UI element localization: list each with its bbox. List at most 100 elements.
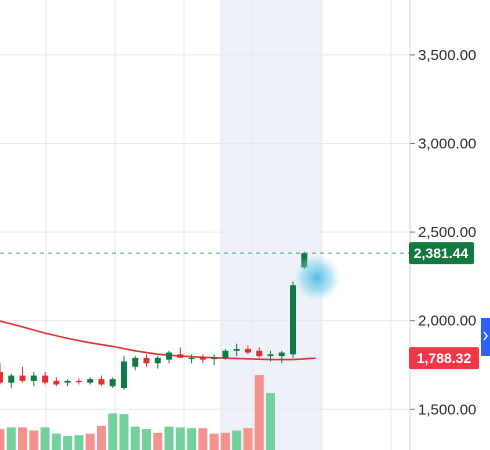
candle <box>244 345 251 355</box>
tick-label: 3,500.00 <box>418 47 476 64</box>
candle <box>143 354 150 367</box>
cursor-indicator <box>293 254 341 302</box>
tick-label: 1,500.00 <box>418 401 476 418</box>
volume-bar <box>18 427 28 450</box>
volume-bars <box>0 375 275 450</box>
candle <box>8 373 15 388</box>
candle-body <box>199 357 206 360</box>
highlight-region <box>219 0 322 450</box>
candle <box>166 350 173 364</box>
candle <box>87 377 94 385</box>
candle <box>30 372 37 387</box>
volume-bar <box>232 430 242 450</box>
volume-bar <box>85 433 95 450</box>
ma-value-tag: 1,788.32 <box>409 347 479 370</box>
candle-body <box>8 375 15 383</box>
tick-label: 2,000.00 <box>418 313 476 330</box>
volume-bar <box>51 433 61 450</box>
tick-label: 3,000.00 <box>418 136 476 153</box>
candle-body <box>132 357 139 367</box>
candle <box>256 347 263 358</box>
grid-lines <box>0 0 410 450</box>
volume-bar <box>29 430 39 450</box>
candle <box>199 354 206 364</box>
volume-bar <box>63 435 73 450</box>
candle <box>267 350 274 362</box>
candle <box>222 349 229 360</box>
volume-bar <box>254 375 264 450</box>
candle-body <box>222 350 229 358</box>
candle-body <box>120 361 127 388</box>
candle-body <box>98 379 105 385</box>
ma-value-tag-bg <box>409 347 479 370</box>
volume-bar <box>108 413 118 450</box>
candle-body <box>256 350 263 357</box>
tick-label: 2,500.00 <box>418 224 476 241</box>
candle <box>98 375 105 387</box>
candle <box>278 350 285 364</box>
volume-bar <box>0 428 5 450</box>
candle <box>0 363 3 385</box>
ma-value-label: 1,788.32 <box>417 350 472 366</box>
candle-body <box>177 354 184 358</box>
volume-bar <box>40 427 50 450</box>
candle <box>188 354 195 364</box>
candle-body <box>166 352 173 360</box>
candle <box>42 372 49 385</box>
candle <box>109 377 116 388</box>
candle <box>290 281 297 358</box>
candle <box>53 377 60 387</box>
candle <box>154 356 161 369</box>
candle-body <box>143 357 150 364</box>
candle <box>132 356 139 371</box>
candle-body <box>0 372 3 383</box>
candle-body <box>233 349 240 351</box>
candle-body <box>19 375 26 381</box>
chevron-right-glyph <box>483 331 488 341</box>
candle-body <box>53 380 60 385</box>
candle <box>233 343 240 357</box>
volume-bar <box>198 428 208 450</box>
volume-bar <box>220 432 230 450</box>
volume-bar <box>130 426 140 450</box>
price-axis: 1,500.00 2,000.00 2,500.00 3,000.00 3,500.00 <box>410 47 476 418</box>
volume-bar <box>209 433 219 450</box>
last-price-label: 2,381.44 <box>414 245 469 261</box>
candle-body <box>87 379 94 383</box>
candle <box>75 378 82 385</box>
candle-body <box>154 357 161 364</box>
candle-body <box>64 380 71 383</box>
volume-bar <box>164 426 174 450</box>
candle-body <box>109 379 116 387</box>
candle-body <box>75 380 82 383</box>
candle <box>19 366 26 383</box>
volume-bar <box>175 427 185 450</box>
chevron-right-icon[interactable] <box>481 318 490 356</box>
volume-bar <box>119 414 129 450</box>
cursor-glow <box>293 254 341 302</box>
candle-body <box>211 357 218 360</box>
candle-body <box>244 349 251 353</box>
candle-body <box>267 354 274 357</box>
volume-bar <box>187 428 197 450</box>
candle-body <box>42 375 49 383</box>
volume-bar <box>74 435 84 450</box>
moving-average-line <box>0 320 316 361</box>
volume-bar <box>265 393 275 450</box>
candle-body <box>278 352 285 357</box>
volume-bar <box>243 428 253 450</box>
candle-body <box>188 357 195 360</box>
candle-body <box>290 285 297 355</box>
volume-bar <box>153 432 163 450</box>
last-price-tag: 2,381.44 <box>409 242 474 265</box>
volume-bar <box>142 428 152 450</box>
candle-body <box>30 375 37 381</box>
candle <box>211 354 218 365</box>
candle <box>64 379 71 387</box>
candle <box>120 356 127 390</box>
volume-bar <box>6 427 16 450</box>
last-price-tag-bg <box>409 242 474 265</box>
candle <box>177 347 184 358</box>
